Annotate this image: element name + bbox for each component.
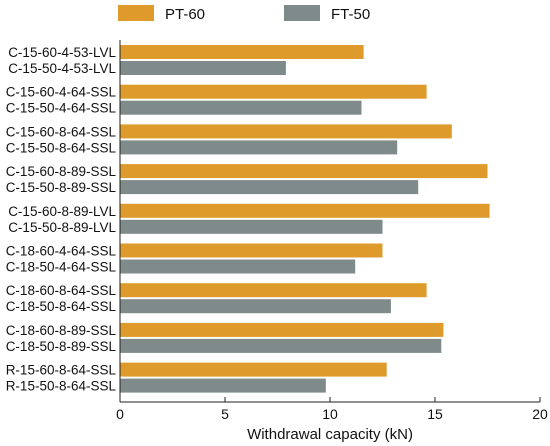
category-label-c-15-60-8-89-ssl: C-15-60-8-89-SSL — [6, 164, 117, 179]
x-tick-label-20: 20 — [532, 406, 548, 422]
category-label-c-15-60-8-64-ssl: C-15-60-8-64-SSL — [6, 124, 117, 139]
bar-c-15-50-8-89-lvl — [120, 219, 383, 234]
bar-c-18-50-8-89-ssl — [120, 338, 442, 353]
bar-c-18-60-8-89-ssl — [120, 322, 444, 337]
bar-c-15-60-8-89-ssl — [120, 164, 488, 179]
bar-c-15-50-4-64-ssl — [120, 100, 362, 115]
category-label-r-15-50-8-64-ssl: R-15-50-8-64-SSL — [6, 379, 117, 394]
category-label-c-18-60-8-64-ssl: C-18-60-8-64-SSL — [6, 283, 117, 298]
bar-c-15-50-8-89-ssl — [120, 180, 419, 195]
x-axis: 0 5 10 15 20 — [116, 40, 548, 422]
bar-c-15-60-8-64-ssl — [120, 124, 452, 139]
bar-r-15-50-8-64-ssl — [120, 378, 326, 393]
legend-label-pt-60: PT-60 — [165, 6, 205, 23]
bar-c-18-50-8-64-ssl — [120, 299, 391, 314]
category-label-c-18-60-4-64-ssl: C-18-60-4-64-SSL — [6, 244, 117, 259]
bar-c-15-50-4-53-lvl — [120, 61, 286, 75]
x-axis-title: Withdrawal capacity (kN) — [247, 426, 413, 443]
x-tick-label-5: 5 — [221, 406, 229, 422]
category-label-c-15-50-8-89-lvl: C-15-50-8-89-LVL — [8, 220, 116, 235]
x-tick-label-10: 10 — [322, 406, 338, 422]
bar-r-15-60-8-64-ssl — [120, 362, 387, 377]
bar-c-15-60-4-53-lvl — [120, 45, 364, 59]
category-label-c-18-60-8-89-ssl: C-18-60-8-89-SSL — [6, 323, 117, 338]
legend-swatch-pt-60 — [118, 5, 154, 21]
legend-label-ft-50: FT-50 — [331, 6, 370, 23]
category-label-c-15-50-4-53-lvl: C-15-50-4-53-LVL — [8, 61, 116, 76]
category-label-c-15-60-4-53-lvl: C-15-60-4-53-LVL — [8, 45, 116, 60]
bar-c-15-60-4-64-ssl — [120, 84, 427, 99]
bars — [120, 45, 490, 393]
bar-c-18-60-8-64-ssl — [120, 283, 427, 298]
category-label-c-15-50-8-89-ssl: C-15-50-8-89-SSL — [6, 180, 117, 195]
category-label-c-15-50-8-64-ssl: C-15-50-8-64-SSL — [6, 140, 117, 155]
x-tick-label-0: 0 — [116, 406, 124, 422]
bar-c-18-60-4-64-ssl — [120, 243, 383, 258]
bar-c-15-50-8-64-ssl — [120, 140, 398, 155]
legend: PT-60 FT-50 — [118, 5, 370, 23]
category-label-c-18-50-8-64-ssl: C-18-50-8-64-SSL — [6, 299, 117, 314]
category-label-c-15-60-8-89-lvl: C-15-60-8-89-LVL — [8, 204, 116, 219]
category-label-r-15-60-8-64-ssl: R-15-60-8-64-SSL — [6, 363, 117, 378]
bar-c-18-50-4-64-ssl — [120, 259, 356, 274]
legend-swatch-ft-50 — [284, 5, 320, 21]
category-label-c-18-50-4-64-ssl: C-18-50-4-64-SSL — [6, 260, 117, 275]
x-tick-label-15: 15 — [427, 406, 443, 422]
bar-c-15-60-8-89-lvl — [120, 203, 490, 218]
category-label-c-15-50-4-64-ssl: C-15-50-4-64-SSL — [6, 101, 117, 116]
category-label-c-15-60-4-64-ssl: C-15-60-4-64-SSL — [6, 85, 117, 100]
category-label-c-18-50-8-89-ssl: C-18-50-8-89-SSL — [6, 339, 117, 354]
